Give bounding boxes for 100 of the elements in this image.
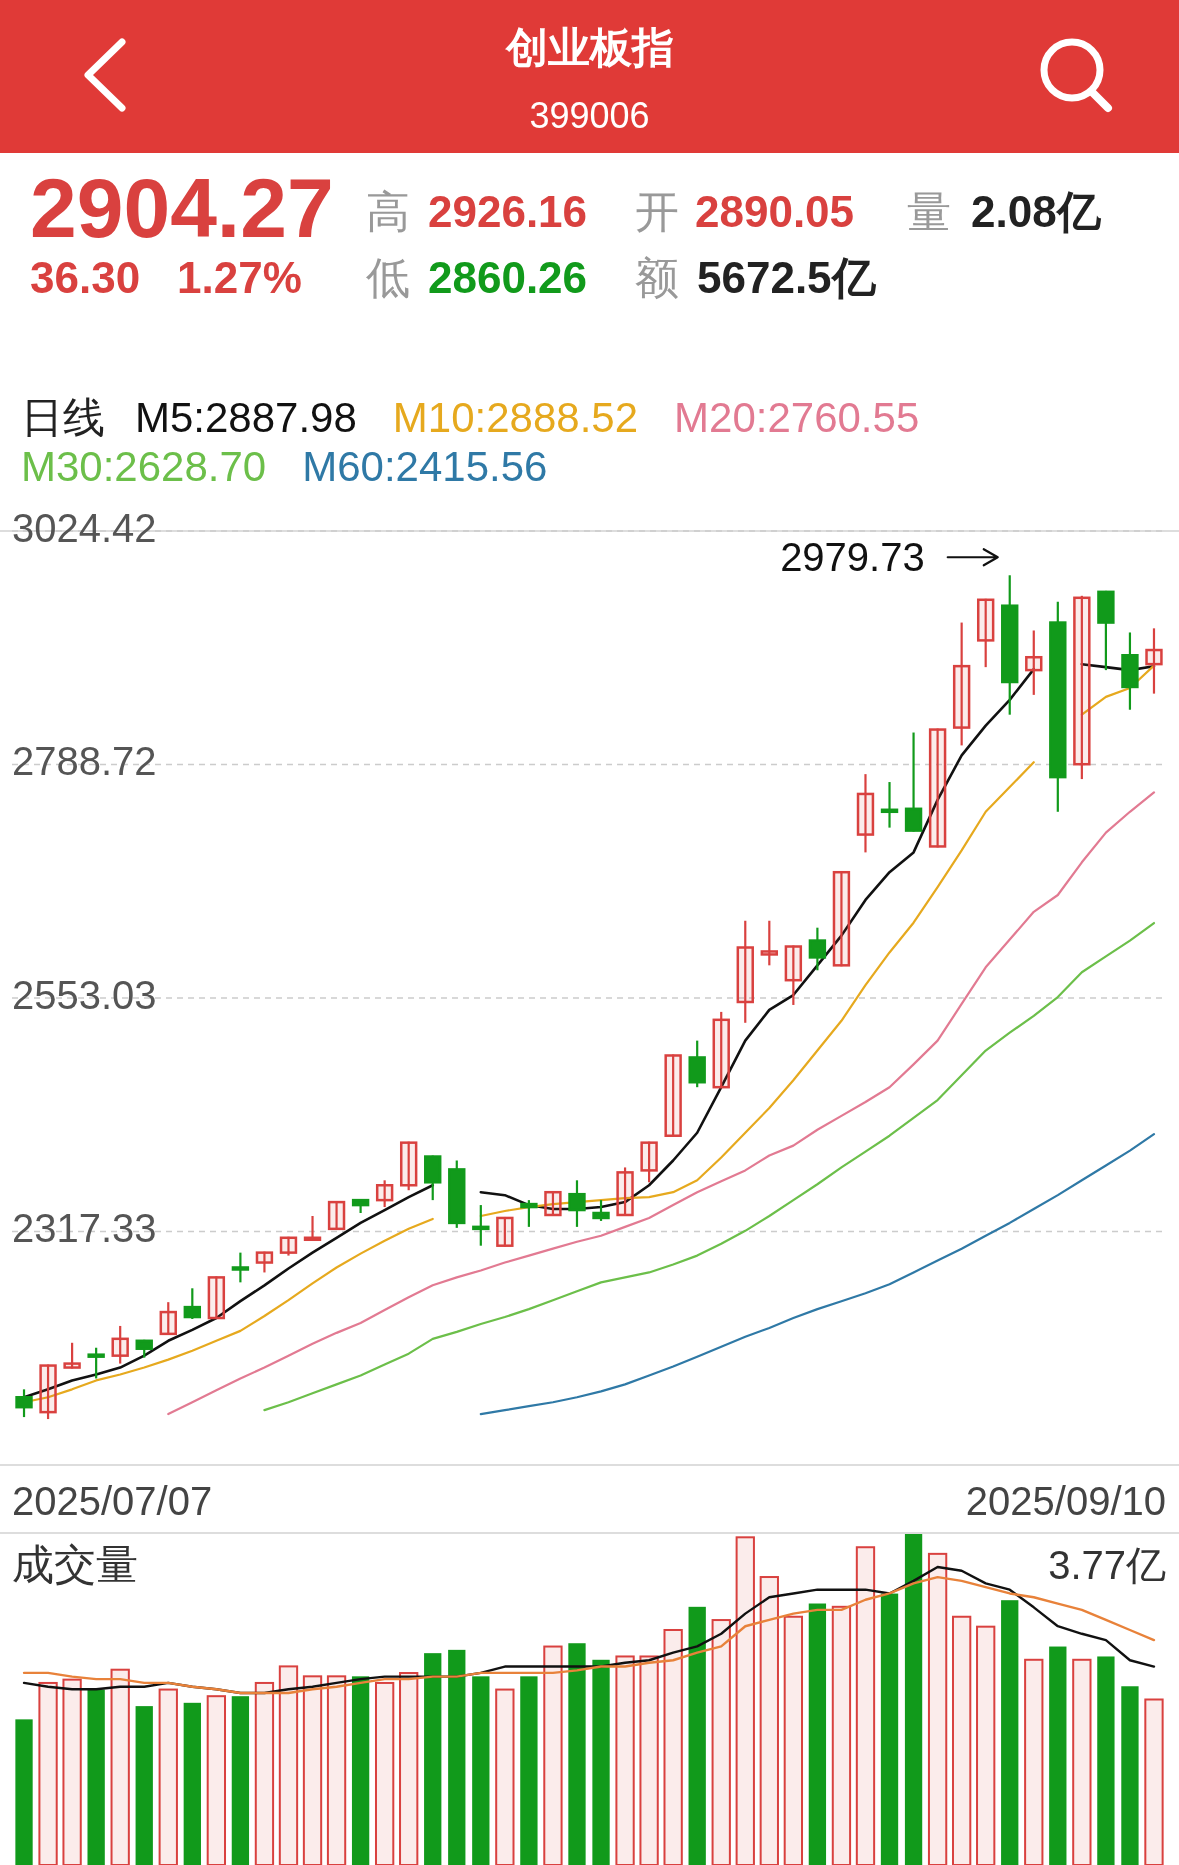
- candlestick: [520, 1199, 538, 1228]
- candlestick: [880, 780, 899, 829]
- text: 低: [366, 253, 410, 302]
- candlestick: [712, 1010, 730, 1090]
- bar: [808, 1603, 827, 1865]
- text: 2860.26: [428, 253, 588, 302]
- bar: [38, 1681, 58, 1865]
- text: 2904.27: [30, 161, 334, 255]
- candlestick: [327, 1200, 346, 1231]
- bar: [351, 1676, 370, 1865]
- candlestick: [736, 919, 754, 1024]
- bar: [520, 1676, 538, 1865]
- chart-title: 成交量: [12, 1541, 138, 1588]
- candlestick: [1145, 627, 1163, 695]
- text: 2025/09/10: [965, 1479, 1166, 1523]
- bar: [639, 1655, 659, 1865]
- candlestick: [231, 1251, 250, 1284]
- candlestick: [544, 1190, 562, 1218]
- bar: [1121, 1686, 1139, 1865]
- bar: [783, 1615, 804, 1865]
- bar: [735, 1536, 755, 1865]
- bar: [904, 1534, 923, 1865]
- candlestick: [1073, 594, 1091, 781]
- bar: [615, 1655, 635, 1865]
- annotation: 2979.73: [780, 535, 925, 580]
- y-tick-label: 2317.33: [12, 1206, 157, 1251]
- bar: [231, 1696, 250, 1865]
- candlestick: [976, 597, 995, 669]
- bar: [759, 1576, 779, 1865]
- bar: [87, 1689, 105, 1865]
- candlestick: [832, 870, 851, 968]
- candlestick: [640, 1140, 658, 1184]
- candlestick: [472, 1203, 490, 1247]
- chart-title: 创业板指: [503, 24, 674, 71]
- bar: [448, 1649, 466, 1865]
- bar: [831, 1605, 852, 1865]
- candlestick: [399, 1140, 418, 1192]
- line-series: [263, 921, 1156, 1412]
- bar: [278, 1665, 299, 1865]
- bar: [495, 1688, 515, 1865]
- candlestick: [1025, 629, 1043, 696]
- candlestick: [760, 919, 779, 967]
- y-tick-label: 2788.72: [12, 739, 157, 784]
- text: M5:2887.98: [135, 394, 357, 441]
- candlestick: [15, 1388, 33, 1419]
- candlestick: [255, 1250, 274, 1274]
- bar: [254, 1681, 275, 1865]
- legend-title: 日线: [21, 394, 105, 441]
- bar: [688, 1606, 706, 1865]
- text: 2.08亿: [971, 187, 1102, 236]
- text: 2926.16: [428, 187, 588, 236]
- candlestick: [279, 1235, 298, 1257]
- y-tick-label: 3024.42: [12, 505, 157, 550]
- text: 高: [366, 187, 410, 236]
- candlestick: [784, 944, 803, 1007]
- bar: [927, 1552, 948, 1865]
- bar: [1072, 1658, 1092, 1865]
- text: M20:2760.55: [674, 394, 920, 441]
- annotation: 3.77亿: [1048, 1543, 1166, 1587]
- candlestick: [904, 731, 923, 833]
- bar: [183, 1702, 201, 1865]
- chart-subtitle: 399006: [529, 95, 650, 136]
- candlestick: [856, 773, 875, 854]
- y-tick-label: 2553.03: [12, 972, 157, 1017]
- text: 36.30: [30, 253, 141, 302]
- text: M10:2888.52: [392, 394, 639, 441]
- bar: [543, 1645, 563, 1865]
- bar: [1097, 1656, 1115, 1865]
- bar: [1001, 1600, 1019, 1865]
- text: 额: [635, 253, 679, 302]
- bar: [110, 1668, 130, 1865]
- candlestick: [111, 1324, 129, 1365]
- candlestick: [952, 621, 971, 747]
- candlestick: [63, 1341, 81, 1370]
- bar: [1024, 1658, 1044, 1865]
- candlestick: [808, 926, 827, 972]
- text: 1.27%: [177, 253, 302, 302]
- bar: [472, 1676, 490, 1865]
- text: 2025/07/07: [12, 1479, 213, 1523]
- bar: [976, 1625, 996, 1865]
- candlestick: [159, 1301, 177, 1336]
- bar: [158, 1688, 178, 1865]
- bar: [951, 1615, 972, 1865]
- text: 5672.5亿: [697, 253, 877, 302]
- line-series: [479, 1133, 1156, 1416]
- bar: [62, 1678, 82, 1865]
- candlestick: [87, 1346, 105, 1380]
- bar: [424, 1653, 442, 1865]
- bar: [855, 1546, 876, 1865]
- text: M60:2415.56: [302, 443, 548, 490]
- text: 开: [635, 187, 679, 236]
- bar: [206, 1695, 227, 1865]
- bar: [663, 1628, 683, 1865]
- candlestick: [592, 1199, 610, 1223]
- candlestick: [616, 1166, 634, 1218]
- candlestick: [928, 727, 947, 849]
- bar: [592, 1659, 610, 1865]
- line-series: [167, 791, 1156, 1416]
- candlestick: [568, 1179, 586, 1228]
- candlestick: [496, 1215, 514, 1248]
